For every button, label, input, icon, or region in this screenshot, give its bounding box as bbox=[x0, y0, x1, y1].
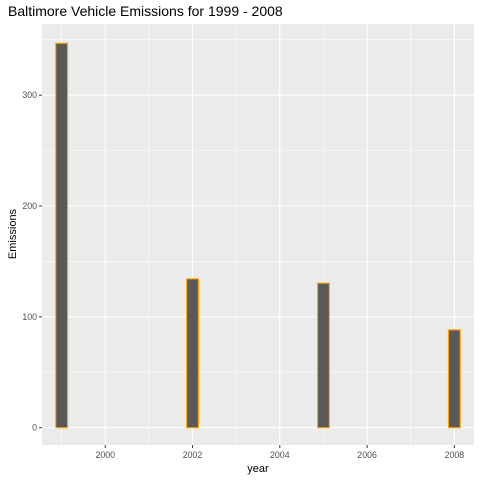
y-tick-label: 200 bbox=[22, 201, 37, 211]
plot-panel bbox=[42, 24, 474, 445]
bar-1999 bbox=[55, 42, 69, 429]
x-tick-label: 2000 bbox=[95, 450, 115, 460]
x-axis-title: year bbox=[247, 463, 269, 475]
bar-2005 bbox=[317, 282, 330, 429]
x-tick-label: 2006 bbox=[357, 450, 377, 460]
x-tick-label: 2004 bbox=[270, 450, 290, 460]
axis-ticks: 0 100 200 300 2000 2002 2004 2006 2008 bbox=[22, 90, 464, 460]
y-tick-label: 100 bbox=[22, 312, 37, 322]
y-tick-label: 0 bbox=[32, 423, 37, 433]
y-axis-title: Emissions bbox=[7, 208, 19, 259]
bars bbox=[55, 42, 461, 429]
x-tick-label: 2002 bbox=[183, 450, 203, 460]
chart-title: Baltimore Vehicle Emissions for 1999 - 2… bbox=[8, 3, 283, 19]
x-tick-label: 2008 bbox=[445, 450, 465, 460]
bar-2008 bbox=[447, 329, 461, 429]
bar-2002 bbox=[186, 278, 199, 429]
y-tick-label: 300 bbox=[22, 90, 37, 100]
